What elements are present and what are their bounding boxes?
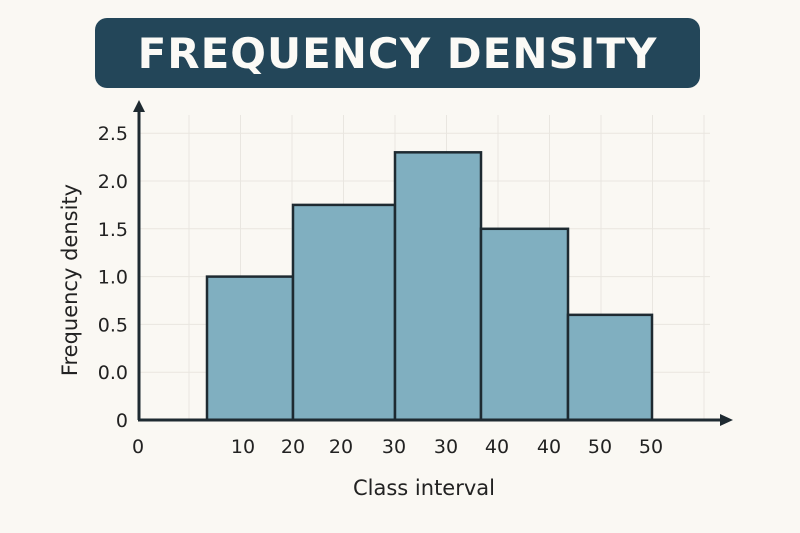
x-axis-arrow-icon [720,414,733,426]
x-tick-labels: 0 10 20 20 30 30 40 40 50 50 [132,436,663,458]
y-axis-arrow-icon [133,100,145,112]
histogram-bar [393,151,483,422]
y-tick-labels: 0 0.0 0.5 1.0 1.5 2.0 2.5 [98,123,128,432]
x-tick-label: 0 [132,436,144,458]
x-tick-label: 30 [382,436,406,458]
x-tick-label: 40 [537,436,561,458]
x-tick-label: 20 [281,436,305,458]
y-tick-label: 2.5 [98,123,128,145]
x-tick-label: 50 [588,436,612,458]
y-tick-label: 1.0 [98,267,128,289]
histogram-bar [205,275,295,422]
chart-title: FREQUENCY DENSITY [137,28,658,78]
y-tick-label: 0.5 [98,314,128,336]
y-tick-label: 0 [116,410,128,432]
histogram-bar [479,227,570,422]
chart-title-banner: FREQUENCY DENSITY [95,18,700,88]
axes [133,100,733,426]
histogram-bar [291,203,397,422]
bars [205,151,654,422]
x-tick-label: 40 [485,436,509,458]
x-tick-label: 20 [329,436,353,458]
y-axis-label: Frequency density [58,184,82,376]
x-axis-label: Class interval [353,476,495,500]
x-tick-label: 50 [639,436,663,458]
x-tick-label: 30 [434,436,458,458]
y-tick-label: 1.5 [98,219,128,241]
x-tick-label: 10 [231,436,255,458]
histogram-bar [566,313,654,422]
y-tick-label: 2.0 [98,171,128,193]
y-tick-label: 0.0 [98,362,128,384]
